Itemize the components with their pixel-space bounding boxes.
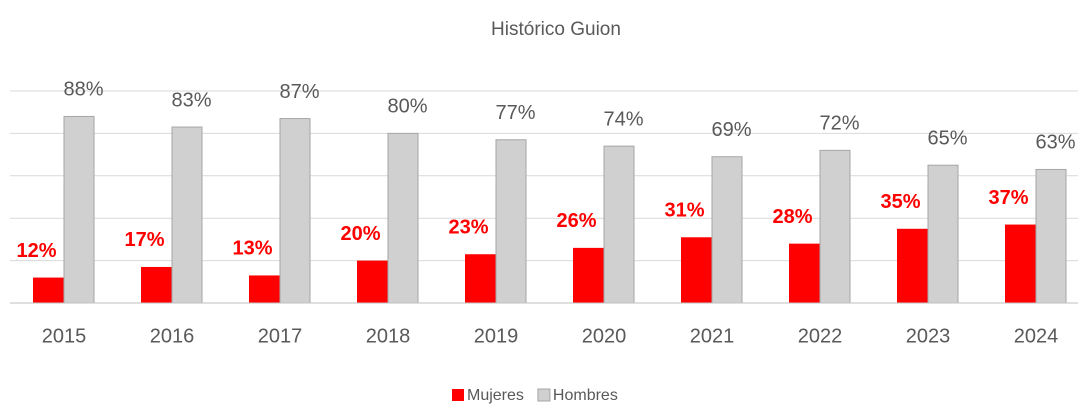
x-tick-label: 2018 (366, 325, 411, 347)
data-label: 13% (232, 238, 272, 260)
bar (681, 237, 712, 303)
data-label: 88% (63, 79, 103, 101)
bar (171, 126, 203, 304)
bar (1005, 224, 1036, 303)
bar (141, 266, 172, 303)
bar (897, 228, 928, 303)
data-label: 12% (16, 240, 56, 262)
bar (927, 164, 959, 304)
data-label: 80% (387, 96, 427, 118)
x-tick-label: 2015 (42, 325, 87, 347)
data-label: 65% (927, 127, 967, 149)
bar (357, 260, 388, 303)
bar (279, 118, 311, 304)
data-label: 35% (880, 191, 920, 213)
data-label: 83% (171, 89, 211, 111)
x-tick-label: 2019 (474, 325, 519, 347)
legend-label: Mujeres (467, 387, 524, 404)
bar (33, 277, 64, 303)
data-label: 74% (603, 108, 643, 130)
bar (387, 132, 419, 304)
bar (465, 254, 496, 303)
bar (249, 275, 280, 303)
bar (711, 156, 743, 304)
data-label: 20% (340, 223, 380, 245)
x-tick-label: 2020 (582, 325, 627, 347)
x-tick-label: 2016 (150, 325, 195, 347)
legend-swatch (452, 389, 464, 401)
bar (1035, 168, 1067, 304)
data-label: 23% (448, 217, 488, 239)
bar (573, 247, 604, 303)
data-label: 37% (988, 187, 1028, 209)
chart-title: Histórico Guion (491, 19, 621, 40)
x-tick-label: 2017 (258, 325, 303, 347)
bar (789, 243, 820, 303)
legend-label: Hombres (553, 387, 618, 404)
data-label: 26% (556, 210, 596, 232)
x-tick-label: 2021 (690, 325, 735, 347)
data-label: 77% (495, 102, 535, 124)
data-label: 69% (711, 119, 751, 141)
x-tick-label: 2024 (1014, 325, 1059, 347)
data-label: 87% (279, 81, 319, 103)
bar (603, 145, 635, 304)
bar (63, 115, 95, 304)
x-tick-label: 2022 (798, 325, 843, 347)
bar (819, 149, 851, 304)
data-label: 17% (124, 229, 164, 251)
data-label: 72% (819, 113, 859, 135)
data-label: 28% (772, 206, 812, 228)
data-label: 31% (664, 200, 704, 222)
bar (495, 139, 527, 304)
data-label: 63% (1035, 132, 1075, 154)
x-tick-label: 2023 (906, 325, 951, 347)
legend-swatch (537, 388, 551, 402)
